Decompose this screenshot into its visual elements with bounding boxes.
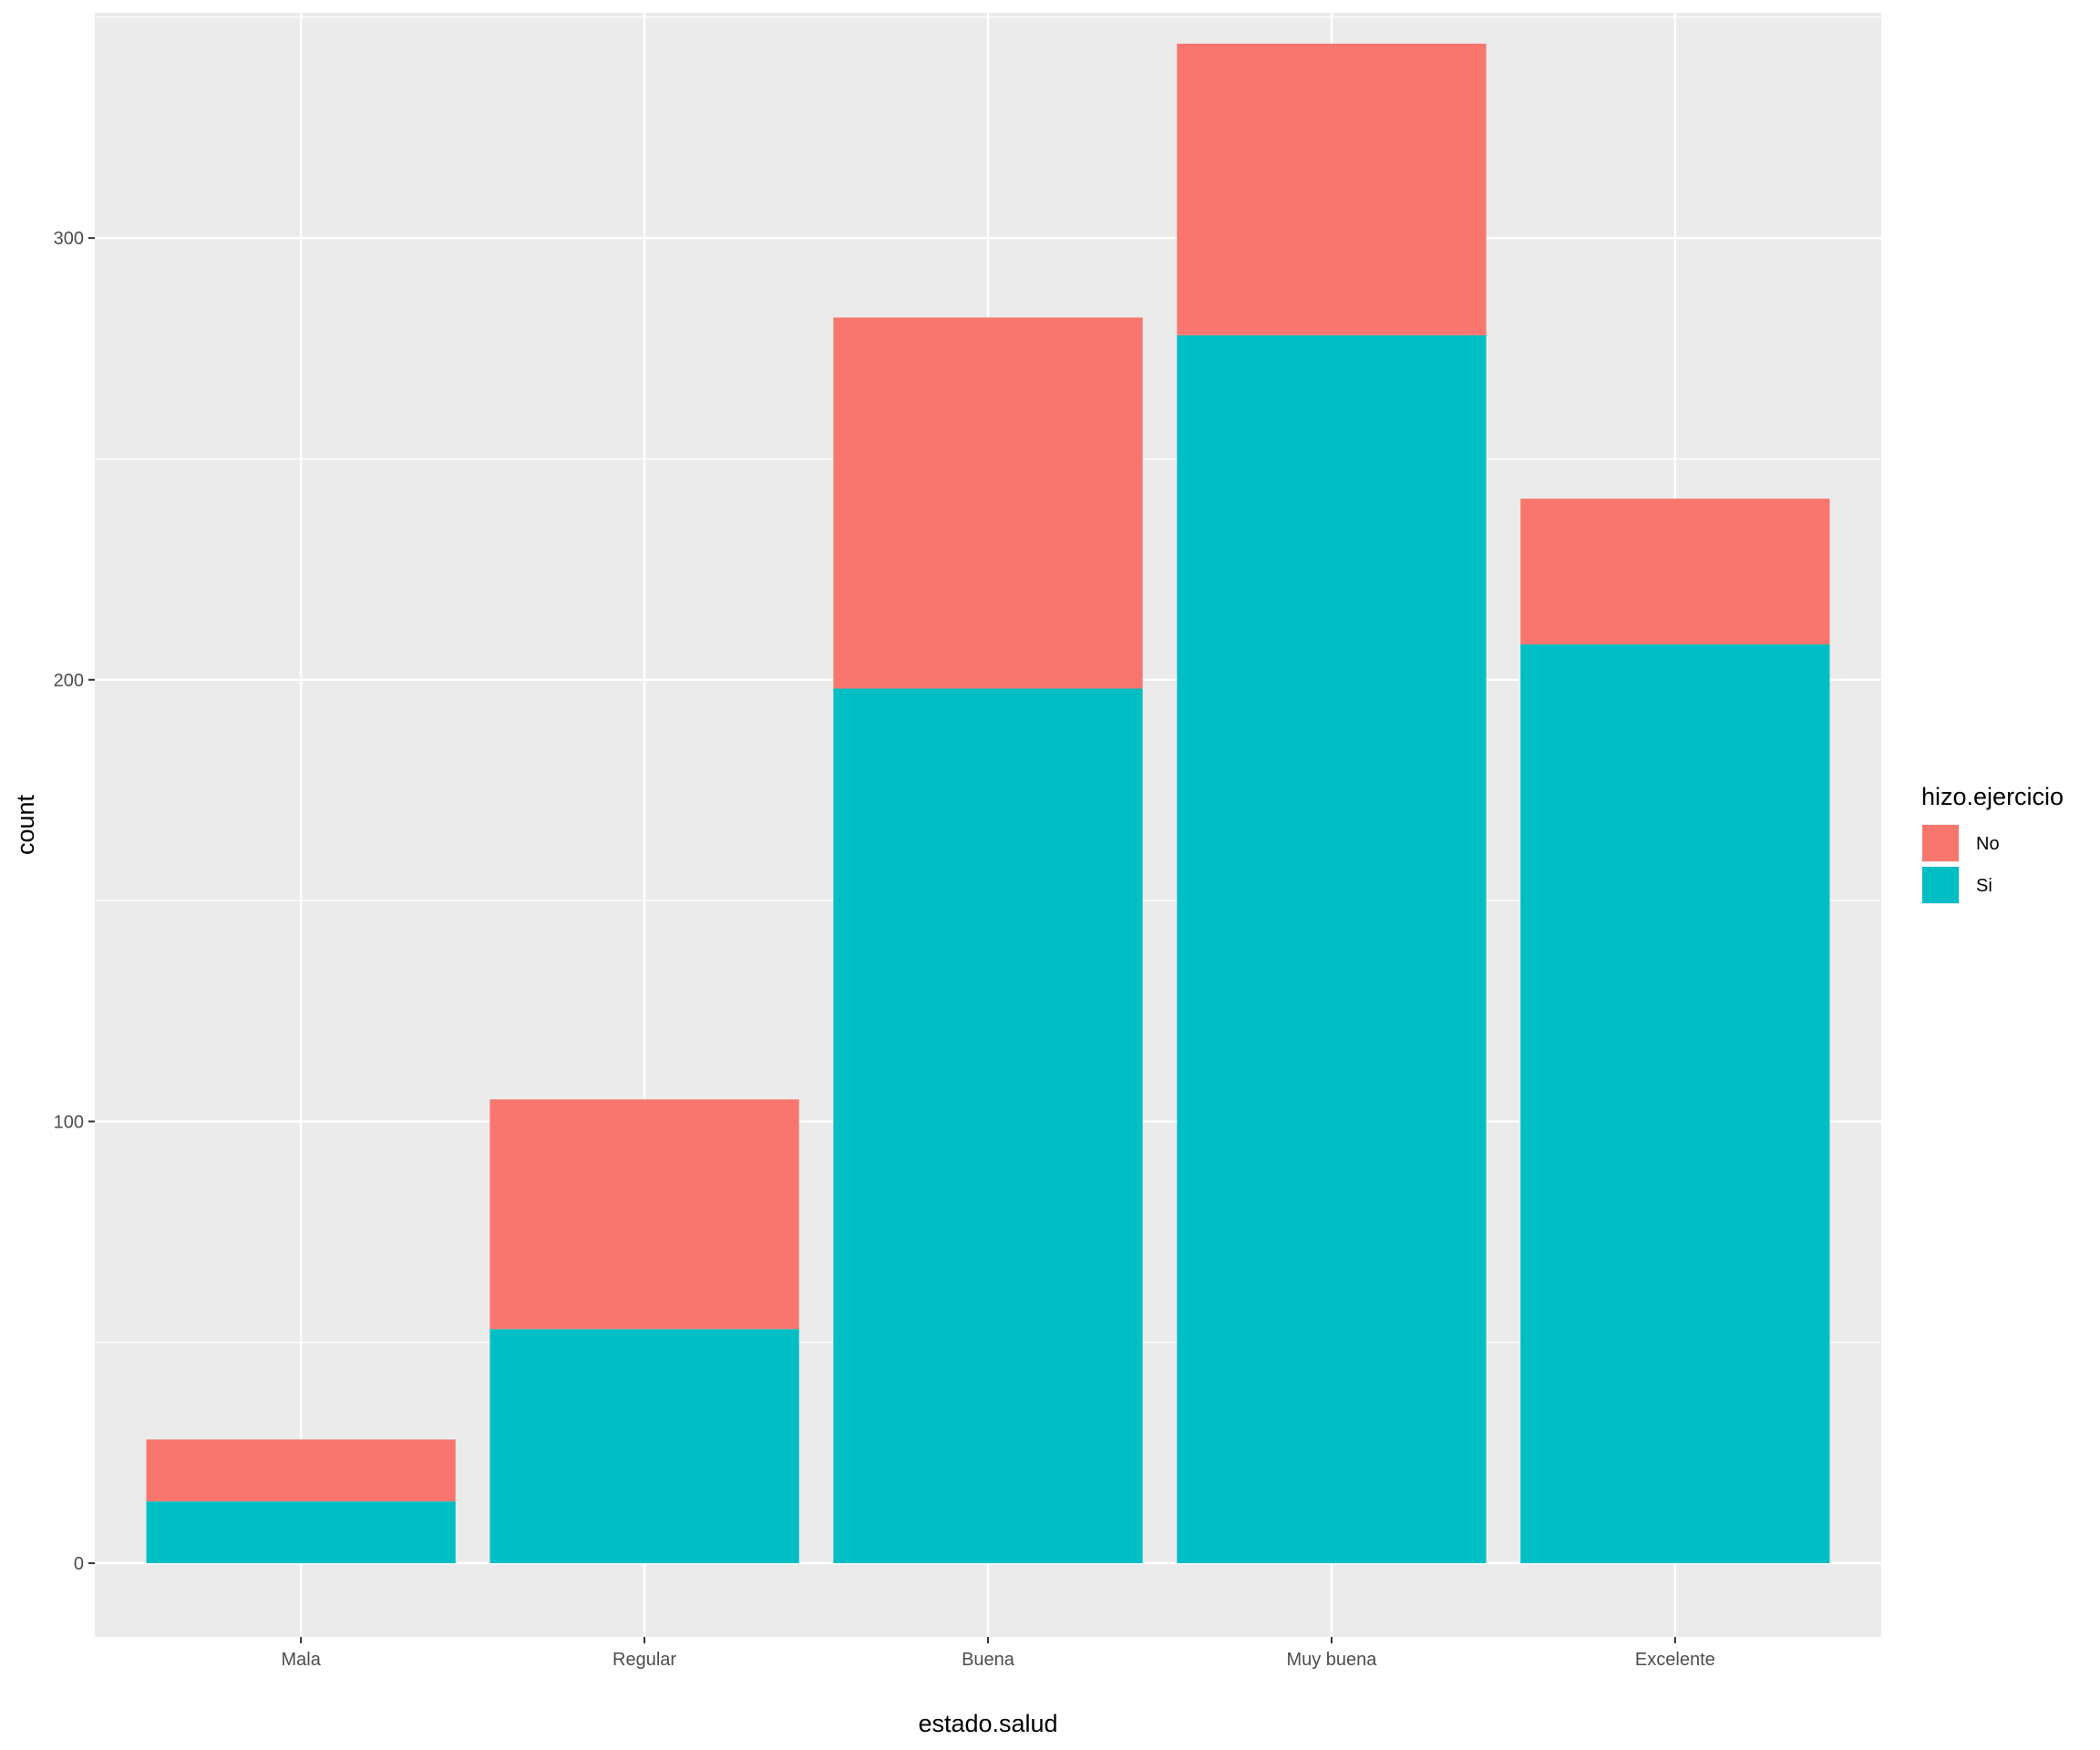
y-tick-label: 300: [54, 229, 84, 249]
legend-swatch-si: [1922, 867, 1959, 903]
x-tick-label: Excelente: [1635, 1650, 1715, 1670]
bar-si-buena: [833, 688, 1143, 1564]
bar-no-buena: [833, 317, 1143, 689]
legend-title: hizo.ejercicio: [1921, 783, 2064, 810]
y-axis: 0 100 200 300: [54, 229, 95, 1574]
bar-no-regular: [489, 1099, 799, 1330]
x-axis: Mala Regular Buena Muy buena Excelente: [281, 1637, 1715, 1670]
y-tick-label: 200: [54, 671, 84, 691]
bar-si-muy-buena: [1177, 335, 1487, 1564]
legend: hizo.ejercicio No Si: [1921, 783, 2064, 904]
y-tick-label: 0: [74, 1554, 84, 1574]
x-tick-label: Muy buena: [1286, 1650, 1377, 1670]
legend-label-si: Si: [1976, 876, 1992, 896]
x-tick-label: Mala: [281, 1650, 321, 1670]
bar-si-excelente: [1520, 644, 1830, 1564]
y-axis-title: count: [12, 794, 39, 855]
legend-label-no: No: [1976, 834, 2000, 854]
bar-si-mala: [146, 1501, 456, 1564]
bar-no-mala: [146, 1439, 456, 1502]
y-tick-label: 100: [54, 1112, 84, 1132]
bar-no-muy-buena: [1177, 43, 1487, 335]
x-axis-title: estado.salud: [918, 1710, 1057, 1737]
x-tick-label: Buena: [962, 1650, 1015, 1670]
bar-si-regular: [489, 1329, 799, 1564]
bars: [146, 43, 1830, 1564]
x-tick-label: Regular: [612, 1650, 676, 1670]
bar-no-excelente: [1520, 499, 1830, 645]
legend-swatch-no: [1922, 825, 1959, 861]
